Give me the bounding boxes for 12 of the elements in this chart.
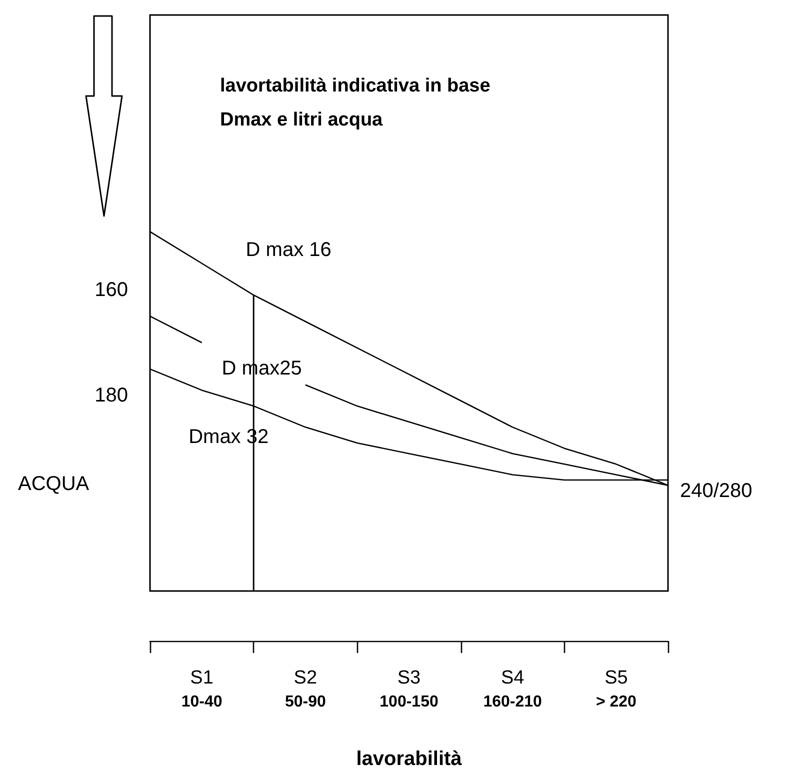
text: lavortabilità indicativa in base Dmax e litri acqua bbox=[220, 76, 496, 130]
x-tick-label: S5 > 220 bbox=[596, 668, 637, 710]
x-axis-title: lavorabilità bbox=[356, 748, 463, 770]
x-tick-label: S3 100-150 bbox=[380, 668, 438, 710]
x-tick-label: S2 50-90 bbox=[284, 668, 326, 710]
y-axis-title: ACQUA bbox=[18, 473, 90, 495]
text: 240/280 bbox=[680, 480, 752, 502]
x-tick-label: S4 160-210 bbox=[483, 668, 542, 710]
x-tick-label: S1 10-40 bbox=[181, 668, 222, 710]
y-tick-label: 180 bbox=[94, 384, 128, 406]
y-tick-label: 160 bbox=[94, 278, 128, 301]
series-label: D max 16 bbox=[246, 239, 332, 262]
